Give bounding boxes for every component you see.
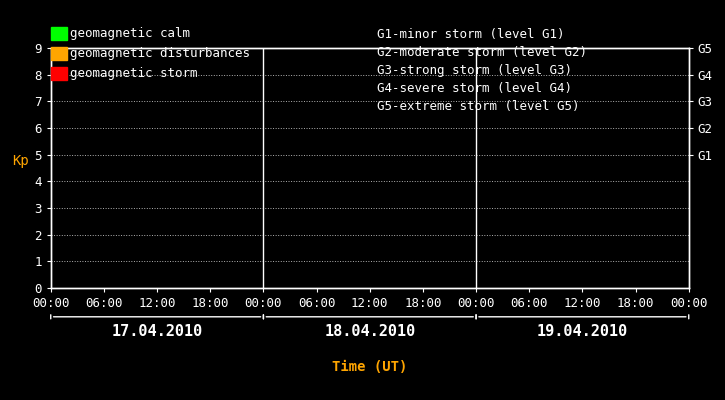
Text: G4-severe storm (level G4): G4-severe storm (level G4) [377,82,572,95]
Y-axis label: Kp: Kp [12,154,29,168]
Text: 18.04.2010: 18.04.2010 [324,324,415,339]
Text: 17.04.2010: 17.04.2010 [112,324,203,339]
Text: geomagnetic disturbances: geomagnetic disturbances [70,48,250,60]
Text: 19.04.2010: 19.04.2010 [536,324,628,339]
Text: geomagnetic storm: geomagnetic storm [70,68,198,80]
Text: G5-extreme storm (level G5): G5-extreme storm (level G5) [377,100,579,113]
Text: geomagnetic calm: geomagnetic calm [70,28,191,40]
Text: G1-minor storm (level G1): G1-minor storm (level G1) [377,28,565,41]
Text: G3-strong storm (level G3): G3-strong storm (level G3) [377,64,572,77]
Text: Time (UT): Time (UT) [332,360,407,374]
Text: G2-moderate storm (level G2): G2-moderate storm (level G2) [377,46,587,59]
